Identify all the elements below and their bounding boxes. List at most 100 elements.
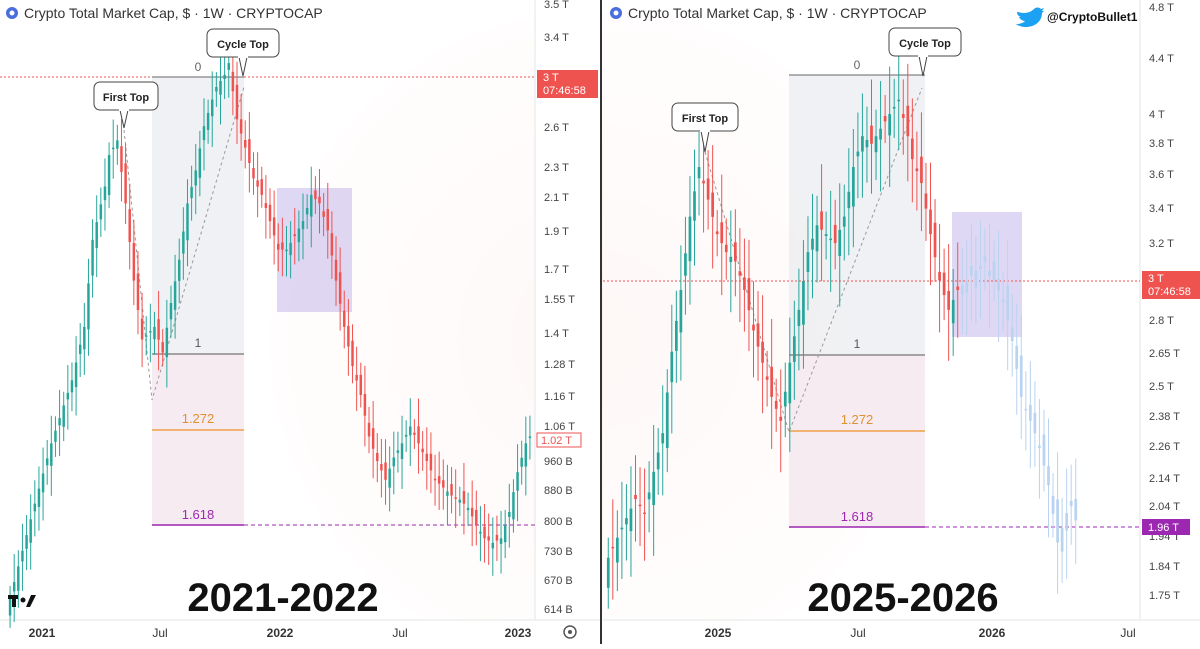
- candle: [729, 256, 733, 263]
- candle: [194, 170, 197, 186]
- candle: [684, 253, 687, 276]
- candle: [355, 374, 358, 381]
- candle: [747, 278, 751, 311]
- projected-candle: [1069, 500, 1073, 507]
- candle: [634, 494, 637, 500]
- fib-0-label-right: 0: [854, 58, 861, 72]
- fib-1-label-left: 1: [195, 336, 202, 350]
- cycle-top-callout-left: Cycle Top: [206, 28, 280, 77]
- candle: [929, 209, 932, 235]
- x-tick: Jul: [152, 626, 167, 640]
- candle: [281, 242, 284, 250]
- candle: [219, 80, 222, 95]
- candle: [62, 405, 65, 427]
- candle: [888, 114, 892, 136]
- candle: [128, 209, 131, 243]
- y-tick: 614 B: [544, 604, 573, 616]
- candle: [910, 138, 914, 160]
- candle: [824, 234, 828, 237]
- candle: [661, 433, 665, 444]
- candles-left: [8, 37, 532, 628]
- candle: [720, 222, 724, 244]
- candle: [788, 362, 792, 404]
- candle: [326, 209, 330, 231]
- candle: [924, 193, 928, 209]
- candle: [454, 497, 457, 499]
- last-price-tag-left: [536, 432, 582, 448]
- candle: [856, 151, 860, 157]
- candle: [756, 323, 760, 347]
- candle: [140, 318, 144, 340]
- candle: [330, 233, 334, 256]
- candle: [892, 106, 896, 109]
- candle: [520, 457, 523, 467]
- candle: [738, 271, 742, 276]
- y-tick: 3.4 T: [1149, 203, 1174, 215]
- cryptocap-logo-inner: [613, 10, 619, 16]
- candle: [706, 178, 710, 200]
- candle: [829, 238, 833, 241]
- fib-1618-label-right: 1.618: [841, 509, 874, 524]
- candle: [347, 325, 350, 347]
- candle: [874, 136, 878, 153]
- candle: [688, 216, 692, 262]
- panel-left: 0 1 1.272 1.618 First Top Cycle Top Cryp…: [0, 0, 600, 644]
- fib-zone-top-left: [152, 77, 244, 354]
- candle: [144, 335, 148, 337]
- x-tick: 2021: [29, 626, 56, 640]
- candle: [384, 462, 387, 480]
- candle: [376, 452, 379, 462]
- fib-1272-label-left: 1.272: [182, 411, 215, 426]
- fib-zone-bottom-left: [152, 354, 244, 526]
- candle: [815, 225, 819, 252]
- candle: [475, 509, 478, 525]
- candle: [495, 534, 499, 541]
- candle: [643, 512, 646, 515]
- candle: [647, 492, 651, 500]
- chart-title-right: Crypto Total Market Cap, $ · 1W · CRYPTO…: [628, 5, 927, 21]
- candle: [806, 252, 810, 272]
- y-tick: 730 B: [544, 546, 573, 558]
- candle: [268, 204, 272, 222]
- candle: [679, 289, 683, 333]
- candle: [620, 527, 624, 530]
- candle: [466, 507, 470, 511]
- y-ticks-left: 3.5 T 3.4 T 2.6 T 2.3 T 2.1 T 1.9 T 1.7 …: [544, 0, 575, 616]
- pattern-line-left: [123, 86, 245, 401]
- projected-candle: [983, 256, 987, 262]
- candle: [833, 224, 837, 244]
- projected-candle: [1001, 299, 1005, 303]
- candle: [190, 186, 193, 199]
- y-tick: 2.65 T: [1149, 348, 1180, 360]
- projected-candle: [1060, 527, 1064, 552]
- y-tick: 2.04 T: [1149, 501, 1180, 513]
- candle: [95, 222, 98, 248]
- candle: [442, 480, 445, 488]
- candle: [847, 191, 851, 209]
- x-tick: 2023: [505, 626, 532, 640]
- y-tick: 3.5 T: [544, 0, 569, 11]
- candle: [227, 63, 230, 70]
- fib-0-label-left: 0: [195, 60, 202, 74]
- y-tick: 3.6 T: [1149, 169, 1174, 181]
- candle: [41, 473, 45, 493]
- current-price-tag-left: [537, 70, 598, 98]
- candle: [625, 518, 628, 525]
- candle: [417, 426, 420, 444]
- candle: [149, 331, 152, 333]
- candle: [425, 453, 429, 462]
- plot-area-left: [0, 0, 535, 644]
- candle: [802, 281, 805, 325]
- projected-candle: [1038, 445, 1041, 448]
- y-tick: 2.26 T: [1149, 441, 1180, 453]
- candle: [223, 74, 226, 80]
- candle: [783, 391, 787, 407]
- gear-icon[interactable]: [563, 625, 577, 639]
- first-top-callout-left: First Top: [93, 81, 159, 129]
- y-tick: 1.84 T: [1149, 561, 1180, 573]
- candle: [99, 204, 103, 220]
- candle: [338, 272, 342, 304]
- candle: [528, 436, 532, 438]
- candle: [78, 344, 82, 355]
- candle: [177, 259, 181, 281]
